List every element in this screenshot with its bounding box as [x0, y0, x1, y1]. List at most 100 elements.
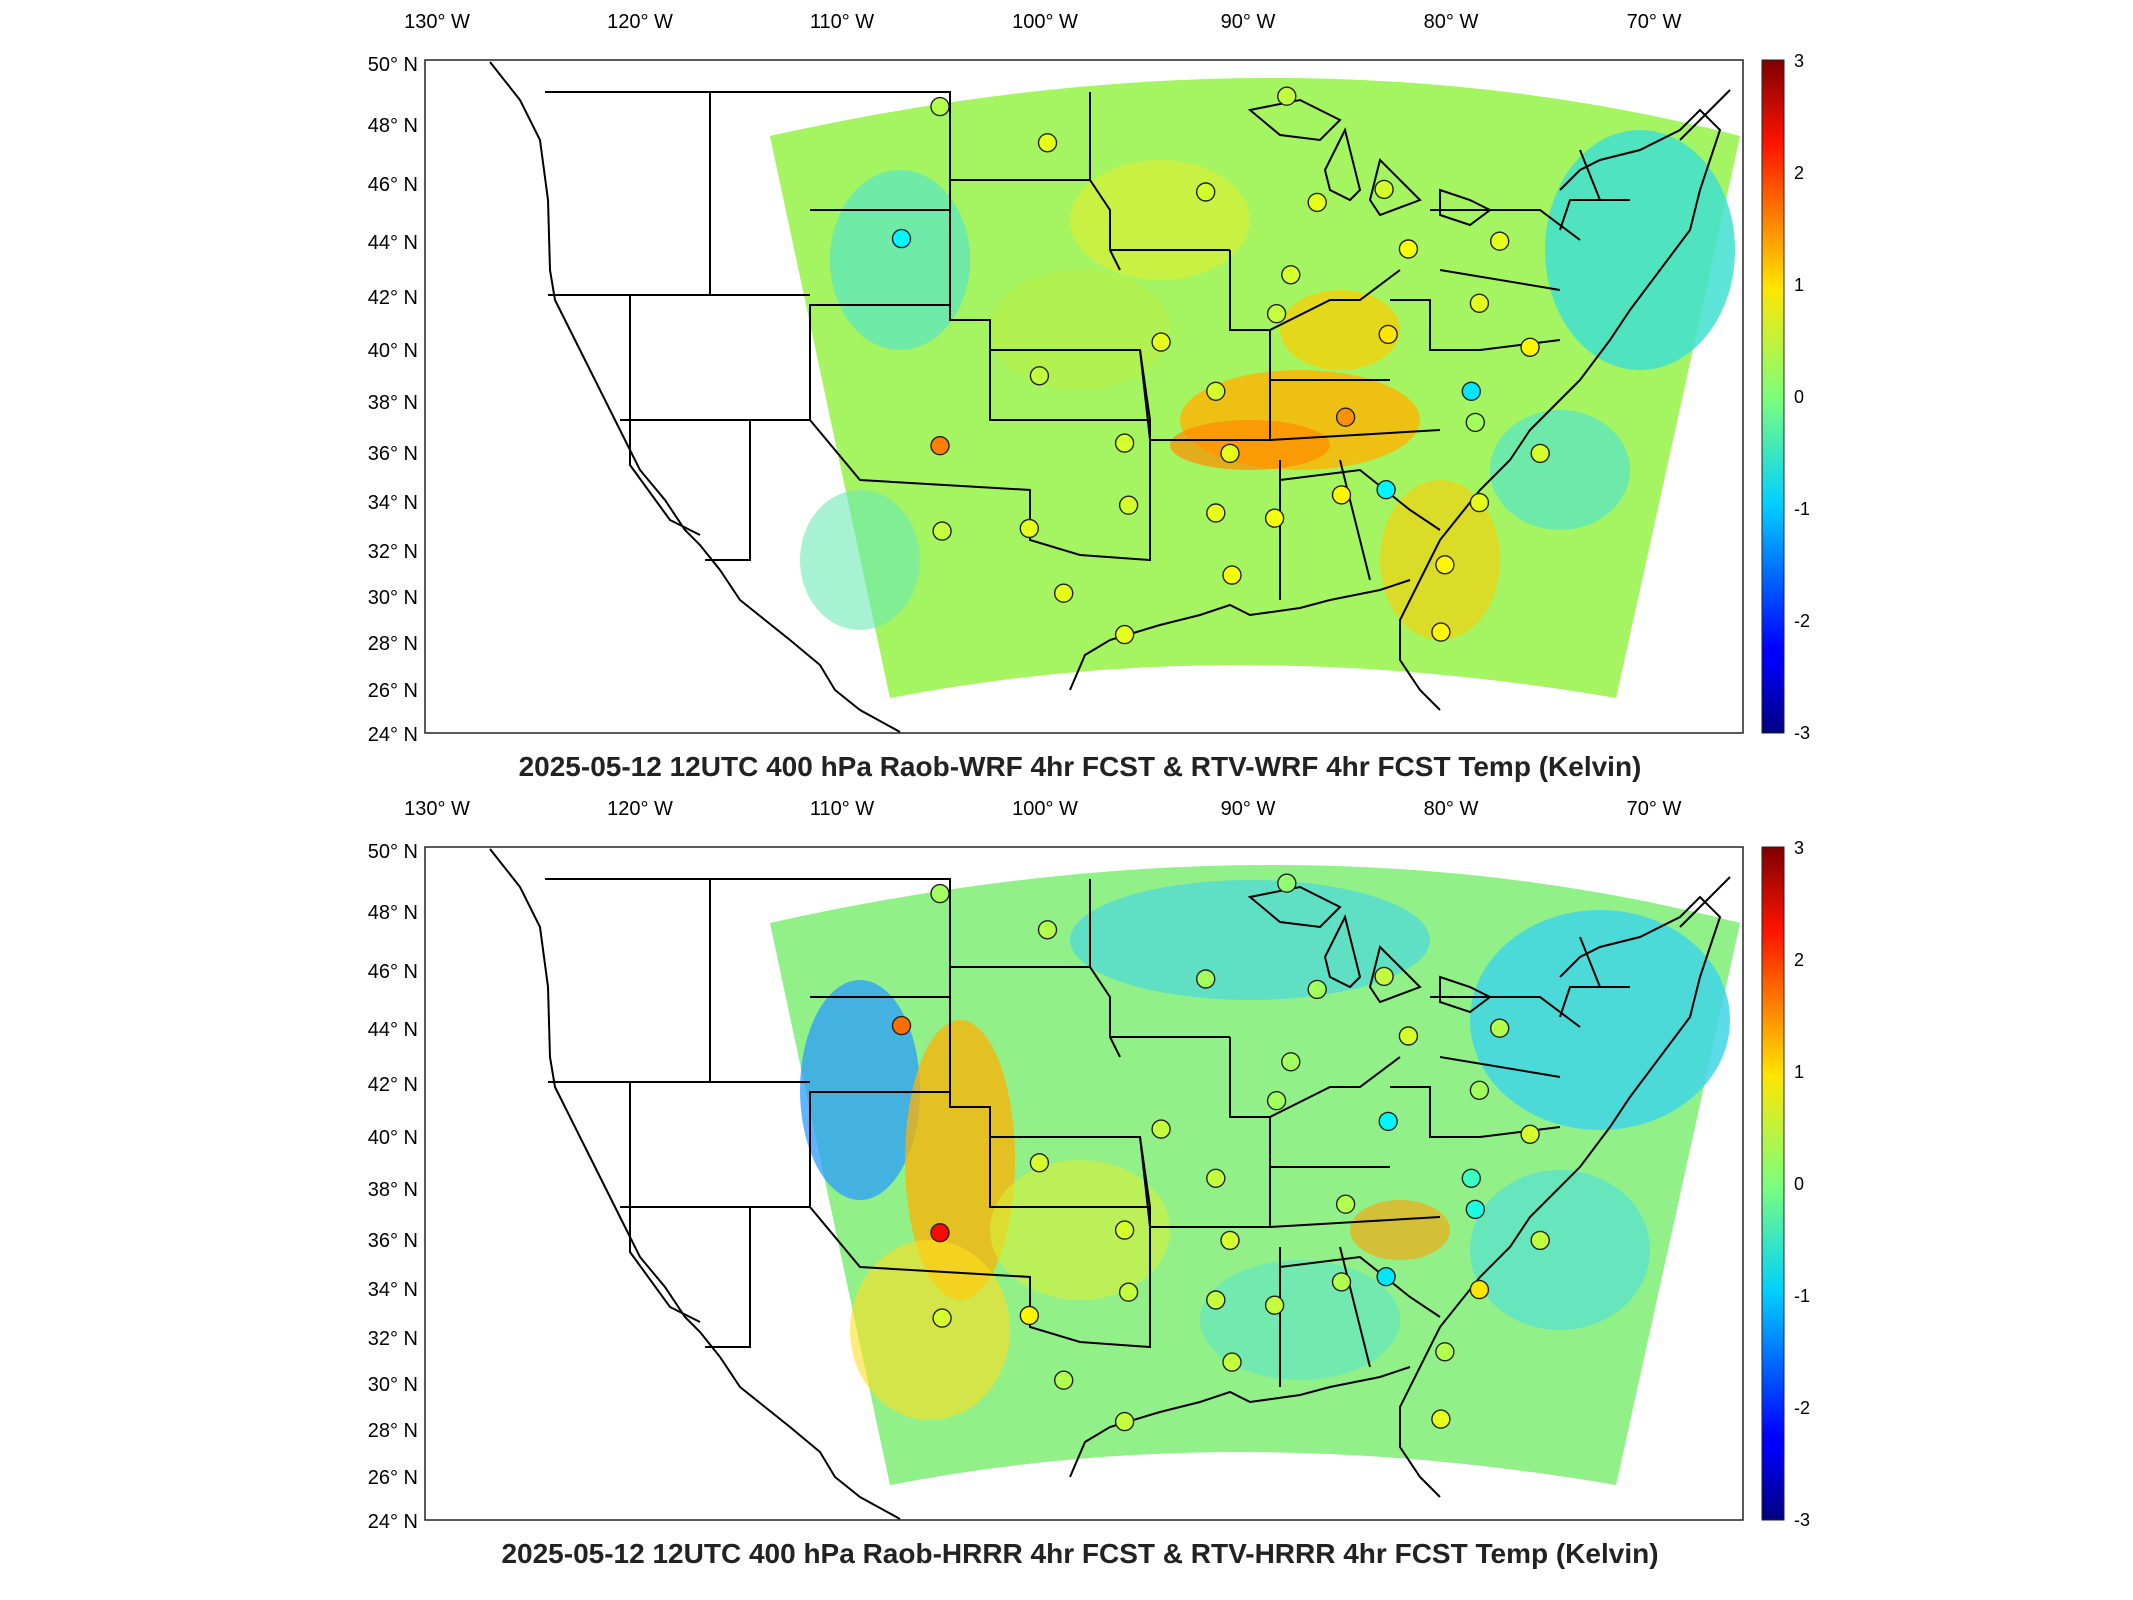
lat-tick-label: 26° N — [368, 680, 418, 702]
lon-tick-label: 100° W — [1012, 798, 1078, 820]
raob-site-marker — [1206, 1290, 1226, 1310]
raob-site-marker — [1461, 1168, 1482, 1189]
raob-site-marker — [1114, 1411, 1135, 1432]
lat-tick-label: 36° N — [368, 1230, 418, 1252]
lat-tick-label: 50° N — [368, 841, 418, 863]
lat-tick-label: 46° N — [368, 961, 418, 983]
colorbar-tick-label: -2 — [1794, 1398, 1810, 1418]
lat-tick-label: 32° N — [368, 541, 418, 563]
longitude-tick-labels: 130° W 120° W 110° W 100° W 90° W 80° W … — [404, 11, 1681, 33]
raob-site-marker — [1053, 583, 1074, 603]
raob-site-marker — [1469, 1080, 1490, 1101]
raob-site-marker — [1331, 485, 1352, 505]
colorbar-tick-label: 2 — [1794, 950, 1804, 970]
colorbar: 3 2 1 0 -1 -2 -3 — [1761, 51, 1810, 743]
raob-site-marker — [1331, 1272, 1352, 1292]
raob-site-marker — [1277, 873, 1297, 893]
raob-site-marker — [1266, 304, 1287, 324]
lat-tick-label: 38° N — [368, 392, 418, 414]
raob-site-marker — [1374, 179, 1394, 200]
raob-site-marker — [1489, 231, 1510, 251]
raob-site-marker — [1206, 381, 1226, 401]
colorbar-tick-label: 3 — [1794, 838, 1804, 858]
raob-site-marker — [1220, 443, 1240, 464]
raob-site-marker — [1465, 412, 1486, 433]
raob-site-marker — [1053, 1370, 1074, 1390]
map-panel-wrf: 130° W 120° W 110° W 100° W 90° W 80° W … — [368, 11, 1810, 782]
raob-site-marker — [932, 521, 952, 541]
colorbar: 3 2 1 0 -1 -2 -3 — [1761, 838, 1810, 1530]
raob-site-marker — [1398, 239, 1419, 259]
raob-site-marker — [1469, 1279, 1490, 1300]
raob-site-marker — [1374, 966, 1394, 987]
colorbar-tick-label: 0 — [1794, 387, 1804, 407]
raob-site-marker — [1435, 1342, 1455, 1362]
raob-site-marker — [1118, 495, 1139, 515]
raob-site-marker — [1530, 1230, 1550, 1251]
raob-site-marker — [1469, 293, 1490, 313]
raob-site-marker — [1431, 1409, 1451, 1429]
raob-site-marker — [1281, 1052, 1301, 1072]
raob-site-marker — [1335, 1194, 1356, 1214]
colorbar-tick-label: 1 — [1794, 275, 1804, 295]
lon-tick-label: 90° W — [1221, 11, 1276, 33]
raob-site-marker — [1376, 1266, 1396, 1287]
colorbar-tick-label: 3 — [1794, 51, 1804, 71]
lon-tick-label: 80° W — [1424, 11, 1479, 33]
retrieval-swath — [770, 865, 1740, 1485]
lon-tick-label: 120° W — [607, 798, 673, 820]
colorbar-tick-label: -3 — [1794, 1510, 1810, 1530]
lat-tick-label: 50° N — [368, 54, 418, 76]
lat-tick-label: 28° N — [368, 1420, 418, 1442]
raob-site-marker — [1435, 555, 1455, 575]
raob-site-marker — [1264, 1295, 1285, 1315]
raob-site-marker — [930, 96, 950, 117]
lon-tick-label: 120° W — [607, 11, 673, 33]
lon-tick-label: 80° W — [1424, 798, 1479, 820]
raob-site-marker — [1151, 1119, 1171, 1139]
lon-tick-label: 110° W — [810, 11, 874, 33]
lat-tick-label: 36° N — [368, 443, 418, 465]
lon-tick-label: 100° W — [1012, 11, 1078, 33]
colorbar-tick-label: -3 — [1794, 723, 1810, 743]
raob-site-marker — [1195, 182, 1216, 202]
raob-site-marker — [1222, 565, 1242, 585]
latitude-tick-labels: 50° N 48° N 46° N 44° N 42° N 40° N 38° … — [368, 841, 418, 1533]
lat-tick-label: 42° N — [368, 1074, 418, 1096]
colorbar-tick-label: -1 — [1794, 499, 1810, 519]
panel-title: 2025-05-12 12UTC 400 hPa Raob-WRF 4hr FC… — [519, 751, 1642, 782]
raob-site-marker — [1281, 265, 1301, 285]
raob-site-marker — [1118, 1282, 1139, 1302]
lat-tick-label: 24° N — [368, 1511, 418, 1533]
lat-tick-label: 34° N — [368, 492, 418, 514]
colorbar-gradient — [1761, 59, 1785, 734]
raob-site-marker — [1037, 133, 1058, 153]
lat-tick-label: 24° N — [368, 724, 418, 746]
state-boundaries — [489, 848, 1731, 1520]
raob-site-marker — [1431, 622, 1451, 642]
raob-site-marker — [1465, 1199, 1486, 1220]
raob-site-marker — [930, 1222, 950, 1243]
lat-tick-label: 42° N — [368, 287, 418, 309]
lat-tick-label: 32° N — [368, 1328, 418, 1350]
raob-site-marker — [1029, 366, 1050, 386]
state-boundaries — [489, 61, 1731, 733]
lon-tick-label: 90° W — [1221, 798, 1276, 820]
lat-tick-label: 28° N — [368, 633, 418, 655]
raob-site-marker — [1378, 324, 1398, 345]
raob-site-markers — [891, 86, 1550, 645]
raob-site-marker — [930, 436, 950, 456]
raob-site-marker — [1037, 920, 1058, 940]
raob-site-marker — [1520, 337, 1540, 357]
latitude-tick-labels: 50° N 48° N 46° N 44° N 42° N 40° N 38° … — [368, 54, 418, 746]
raob-site-marker — [930, 883, 950, 904]
lon-tick-label: 130° W — [404, 11, 470, 33]
raob-site-marker — [1530, 443, 1550, 464]
lon-tick-label: 110° W — [810, 798, 874, 820]
lat-tick-label: 48° N — [368, 902, 418, 924]
colorbar-tick-label: 1 — [1794, 1062, 1804, 1082]
longitude-tick-labels: 130° W 120° W 110° W 100° W 90° W 80° W … — [404, 798, 1681, 820]
raob-site-marker — [1376, 480, 1396, 500]
lon-tick-label: 130° W — [404, 798, 470, 820]
